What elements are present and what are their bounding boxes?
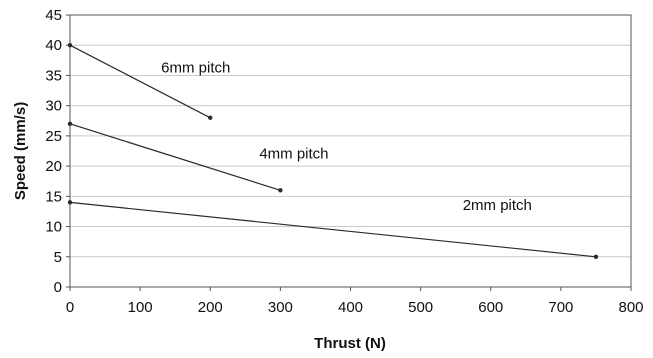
data-point	[593, 254, 599, 259]
y-tick-label: 45	[45, 7, 62, 24]
series-6mm-pitch	[67, 43, 213, 120]
x-tick-label: 0	[66, 299, 74, 316]
series-labels: 6mm pitch 4mm pitch 2mm pitch	[161, 59, 532, 214]
series-group	[67, 43, 599, 259]
y-tick-label: 0	[54, 279, 62, 296]
series-4mm-pitch	[67, 121, 283, 193]
data-point	[67, 200, 73, 205]
y-axis-title: Speed (mm/s)	[12, 102, 29, 200]
x-tick-label: 100	[128, 299, 153, 316]
y-tick-label: 35	[45, 67, 62, 84]
x-tick-label: 600	[478, 299, 503, 316]
x-tick-label: 700	[548, 299, 573, 316]
series-label-4mm-pitch: 4mm pitch	[259, 145, 328, 162]
series-line	[69, 44, 211, 119]
y-tick-label: 10	[45, 219, 62, 236]
data-point	[278, 188, 283, 193]
y-tick-label: 40	[45, 37, 62, 54]
series-line	[69, 123, 281, 191]
grid-lines	[70, 44, 631, 258]
x-tick-label: 800	[618, 299, 643, 316]
y-tick-label: 20	[45, 158, 62, 175]
data-point	[208, 115, 213, 120]
tick-labels: 0 5 10 15 20 25 30 35 40 45 0 100 200 300 400 500 600 700…	[45, 7, 643, 316]
series-label-2mm-pitch: 2mm pitch	[463, 197, 532, 214]
y-tick-label: 5	[54, 249, 62, 266]
x-tick-label: 200	[198, 299, 223, 316]
axes	[66, 14, 632, 291]
data-point	[67, 43, 73, 48]
series-2mm-pitch	[67, 200, 599, 259]
x-tick-label: 500	[408, 299, 433, 316]
data-point	[67, 121, 73, 127]
x-tick-label: 300	[268, 299, 293, 316]
y-tick-label: 15	[45, 188, 62, 205]
x-axis-title: Thrust (N)	[314, 335, 386, 352]
series-line	[69, 201, 596, 258]
series-label-6mm-pitch: 6mm pitch	[161, 59, 230, 76]
y-tick-label: 30	[45, 98, 62, 115]
y-tick-label: 25	[45, 128, 62, 145]
x-tick-label: 400	[338, 299, 363, 316]
